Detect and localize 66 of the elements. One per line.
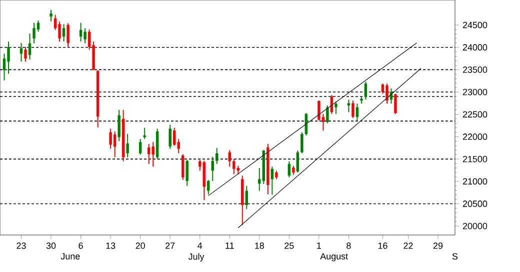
y-tick-label: 22500 [462,111,488,118]
candlestick [207,180,210,195]
text: July [188,253,204,262]
candlestick [118,109,120,142]
candlestick [186,159,188,186]
candlestick [288,160,291,178]
candlestick [296,150,300,173]
x-tick-label: 6 [78,242,83,249]
x-tick-label: 25 [284,242,294,249]
candlestick [181,154,184,181]
y-tick-label: 20000 [462,222,488,230]
candlestick [172,127,176,146]
y-tick-label: 24500 [462,22,488,28]
candlestick [143,127,146,140]
candlestick [356,103,359,122]
candlestick [300,132,304,154]
candlestick [394,93,397,114]
candlestick [364,81,368,100]
candlestick [386,83,388,104]
y-tick-label: 23500 [462,66,488,73]
candlestick [232,158,236,175]
candlestick [347,99,350,113]
candlestick [113,130,116,158]
x-tick-label: 29 [433,242,443,249]
candlestick [334,101,338,114]
candlestick [28,33,32,60]
x-tick-label: 11 [226,242,234,249]
x-tick-label: 20 [136,242,145,249]
x-tick-label: 4 [198,242,202,249]
candlestick [50,9,52,22]
y-tick-label: 20500 [462,200,488,207]
x-tick-label: 23 [16,242,26,249]
candlestick [245,185,248,210]
text: S [452,253,458,260]
y-tick-label: 21500 [462,156,488,162]
x-tick-label: 30 [46,242,56,249]
candlestick [126,134,129,158]
x-tick-label: 8 [346,242,351,249]
candlestick [216,147,218,164]
x-tick-label: 27 [166,242,175,249]
y-tick-label: 23000 [462,88,488,96]
candlestick [32,22,36,44]
candlestick [66,22,70,48]
candlestick [138,138,142,156]
candlestick [84,28,86,44]
candlestick [58,20,61,42]
candlestick [228,150,231,168]
candlestick [326,104,329,124]
x-tick-label: 13 [106,242,116,249]
x-tick-label: 18 [255,242,264,249]
candlestick [109,128,112,150]
x-tick-label: 16 [378,242,388,249]
text: June [60,253,80,260]
candlestick [352,100,354,118]
y-tick-label: 22000 [462,134,488,140]
x-tick-label: 22 [404,242,413,249]
text: August [320,253,348,262]
candlestick [168,124,172,150]
candlestick [318,100,320,122]
y-tick-label: 24000 [462,44,488,51]
candlestick [152,142,154,168]
candlestick [62,24,66,42]
y-tick-label: 21000 [462,178,488,185]
x-tick-label: 1 [317,242,321,249]
candlestick [7,41,10,74]
candlestick [24,46,27,62]
